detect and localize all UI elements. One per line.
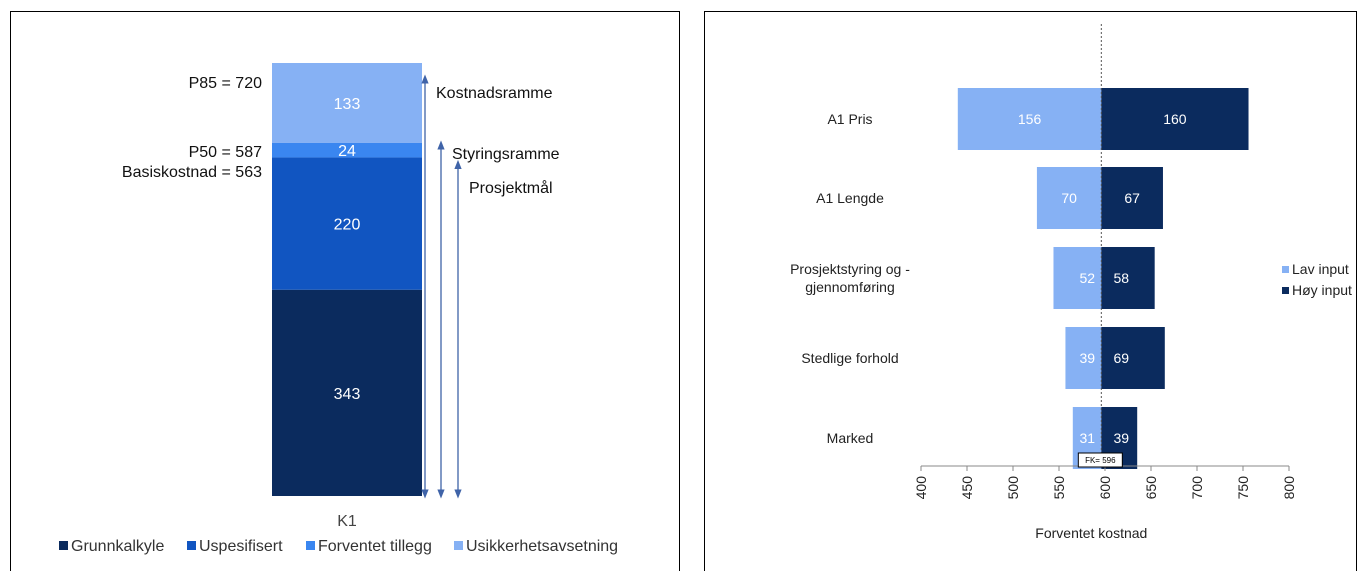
bar-high-value: 39 bbox=[1114, 430, 1130, 446]
legend-swatch-1 bbox=[187, 541, 196, 550]
bar-value-label: 133 bbox=[334, 96, 361, 113]
legend-label-1: Uspesifisert bbox=[199, 538, 283, 555]
bar-value-label: 343 bbox=[334, 386, 361, 403]
legend-label-0: Grunnkalkyle bbox=[71, 538, 164, 555]
center-label: FK= 596 bbox=[1085, 456, 1116, 465]
category-label: A1 Pris bbox=[827, 111, 872, 127]
x-tick-label: 450 bbox=[959, 476, 975, 500]
bar-low-value: 31 bbox=[1080, 430, 1096, 446]
bar-low bbox=[957, 88, 1102, 150]
bar-high bbox=[1101, 88, 1249, 150]
bar-low-value: 156 bbox=[1018, 111, 1042, 127]
category-label: A1 Lengde bbox=[816, 190, 884, 206]
p50-label: P50 = 587 bbox=[189, 144, 263, 161]
x-tick-label: 650 bbox=[1143, 476, 1159, 500]
bar-high-value: 67 bbox=[1124, 190, 1140, 206]
range-label-1: Styringsramme bbox=[452, 146, 560, 163]
basiskostnad-label: Basiskostnad = 563 bbox=[122, 164, 262, 181]
category-label: Stedlige forhold bbox=[801, 350, 898, 366]
x-tick-label: 700 bbox=[1189, 476, 1205, 500]
category-label: Prosjektstyring og - bbox=[790, 261, 910, 277]
x-tick-label: K1 bbox=[337, 513, 357, 530]
x-tick-label: 400 bbox=[913, 476, 929, 500]
tornado-chart: 156 160 A1 Pris 70 67 A1 Lengde 52 58 Prosjektst… bbox=[790, 24, 1352, 541]
legend-label-3: Usikkerhetsavsetning bbox=[466, 538, 618, 555]
bar-high bbox=[1101, 327, 1165, 389]
legend-label-1: Høy input bbox=[1292, 282, 1352, 298]
bar-segment-2 bbox=[272, 142, 422, 158]
x-axis-title: Forventet kostnad bbox=[1035, 525, 1147, 541]
range-label-2: Prosjektmål bbox=[469, 179, 553, 197]
bar-segment-1 bbox=[272, 157, 422, 290]
x-tick-label: 750 bbox=[1235, 476, 1251, 500]
bar-high bbox=[1101, 167, 1163, 229]
range-label-0: Kostnadsramme bbox=[436, 85, 553, 102]
p85-label: P85 = 720 bbox=[189, 75, 263, 92]
category-label: Marked bbox=[827, 430, 874, 446]
legend-swatch-2 bbox=[306, 541, 315, 550]
legend: Grunnkalkyle Uspesifisert Forventet tilleg… bbox=[59, 538, 618, 555]
bar-value-label: 24 bbox=[338, 143, 356, 160]
bar-low-value: 52 bbox=[1080, 270, 1096, 286]
legend: Lav input Høy input bbox=[1282, 261, 1352, 298]
bar-low bbox=[1036, 167, 1102, 229]
center-label-box bbox=[1077, 452, 1123, 468]
bar-low-value: 39 bbox=[1080, 350, 1096, 366]
bar-high-value: 58 bbox=[1114, 270, 1130, 286]
right-chart-panel: 156 160 A1 Pris 70 67 A1 Lengde 52 58 Prosjektst… bbox=[704, 11, 1357, 571]
x-tick-label: 550 bbox=[1051, 476, 1067, 500]
legend-label-2: Forventet tillegg bbox=[318, 538, 432, 555]
bar-high-value: 69 bbox=[1114, 350, 1130, 366]
legend-swatch-1 bbox=[1282, 287, 1289, 294]
legend-swatch-0 bbox=[1282, 266, 1289, 273]
bar-low bbox=[1065, 327, 1102, 389]
bar-high bbox=[1101, 247, 1155, 309]
bar-low-value: 70 bbox=[1061, 190, 1077, 206]
category-label: gjennomføring bbox=[805, 279, 895, 295]
bar-value-label: 220 bbox=[334, 217, 361, 234]
left-chart-panel: 343 220 24 133 K1 P85 = 720 P50 = 587 Basiskost… bbox=[10, 11, 680, 571]
x-tick-label: 800 bbox=[1281, 476, 1297, 500]
stacked-cost-chart: 343 220 24 133 K1 P85 = 720 P50 = 587 Basiskost… bbox=[59, 63, 618, 555]
x-tick-label: 500 bbox=[1005, 476, 1021, 500]
bar-high-value: 160 bbox=[1163, 111, 1187, 127]
legend-label-0: Lav input bbox=[1292, 261, 1349, 277]
bar-segment-0 bbox=[272, 289, 422, 496]
bar-segment-3 bbox=[272, 63, 422, 143]
legend-swatch-0 bbox=[59, 541, 68, 550]
bar-low bbox=[1053, 247, 1102, 309]
legend-swatch-3 bbox=[454, 541, 463, 550]
x-tick-label: 600 bbox=[1097, 476, 1113, 500]
